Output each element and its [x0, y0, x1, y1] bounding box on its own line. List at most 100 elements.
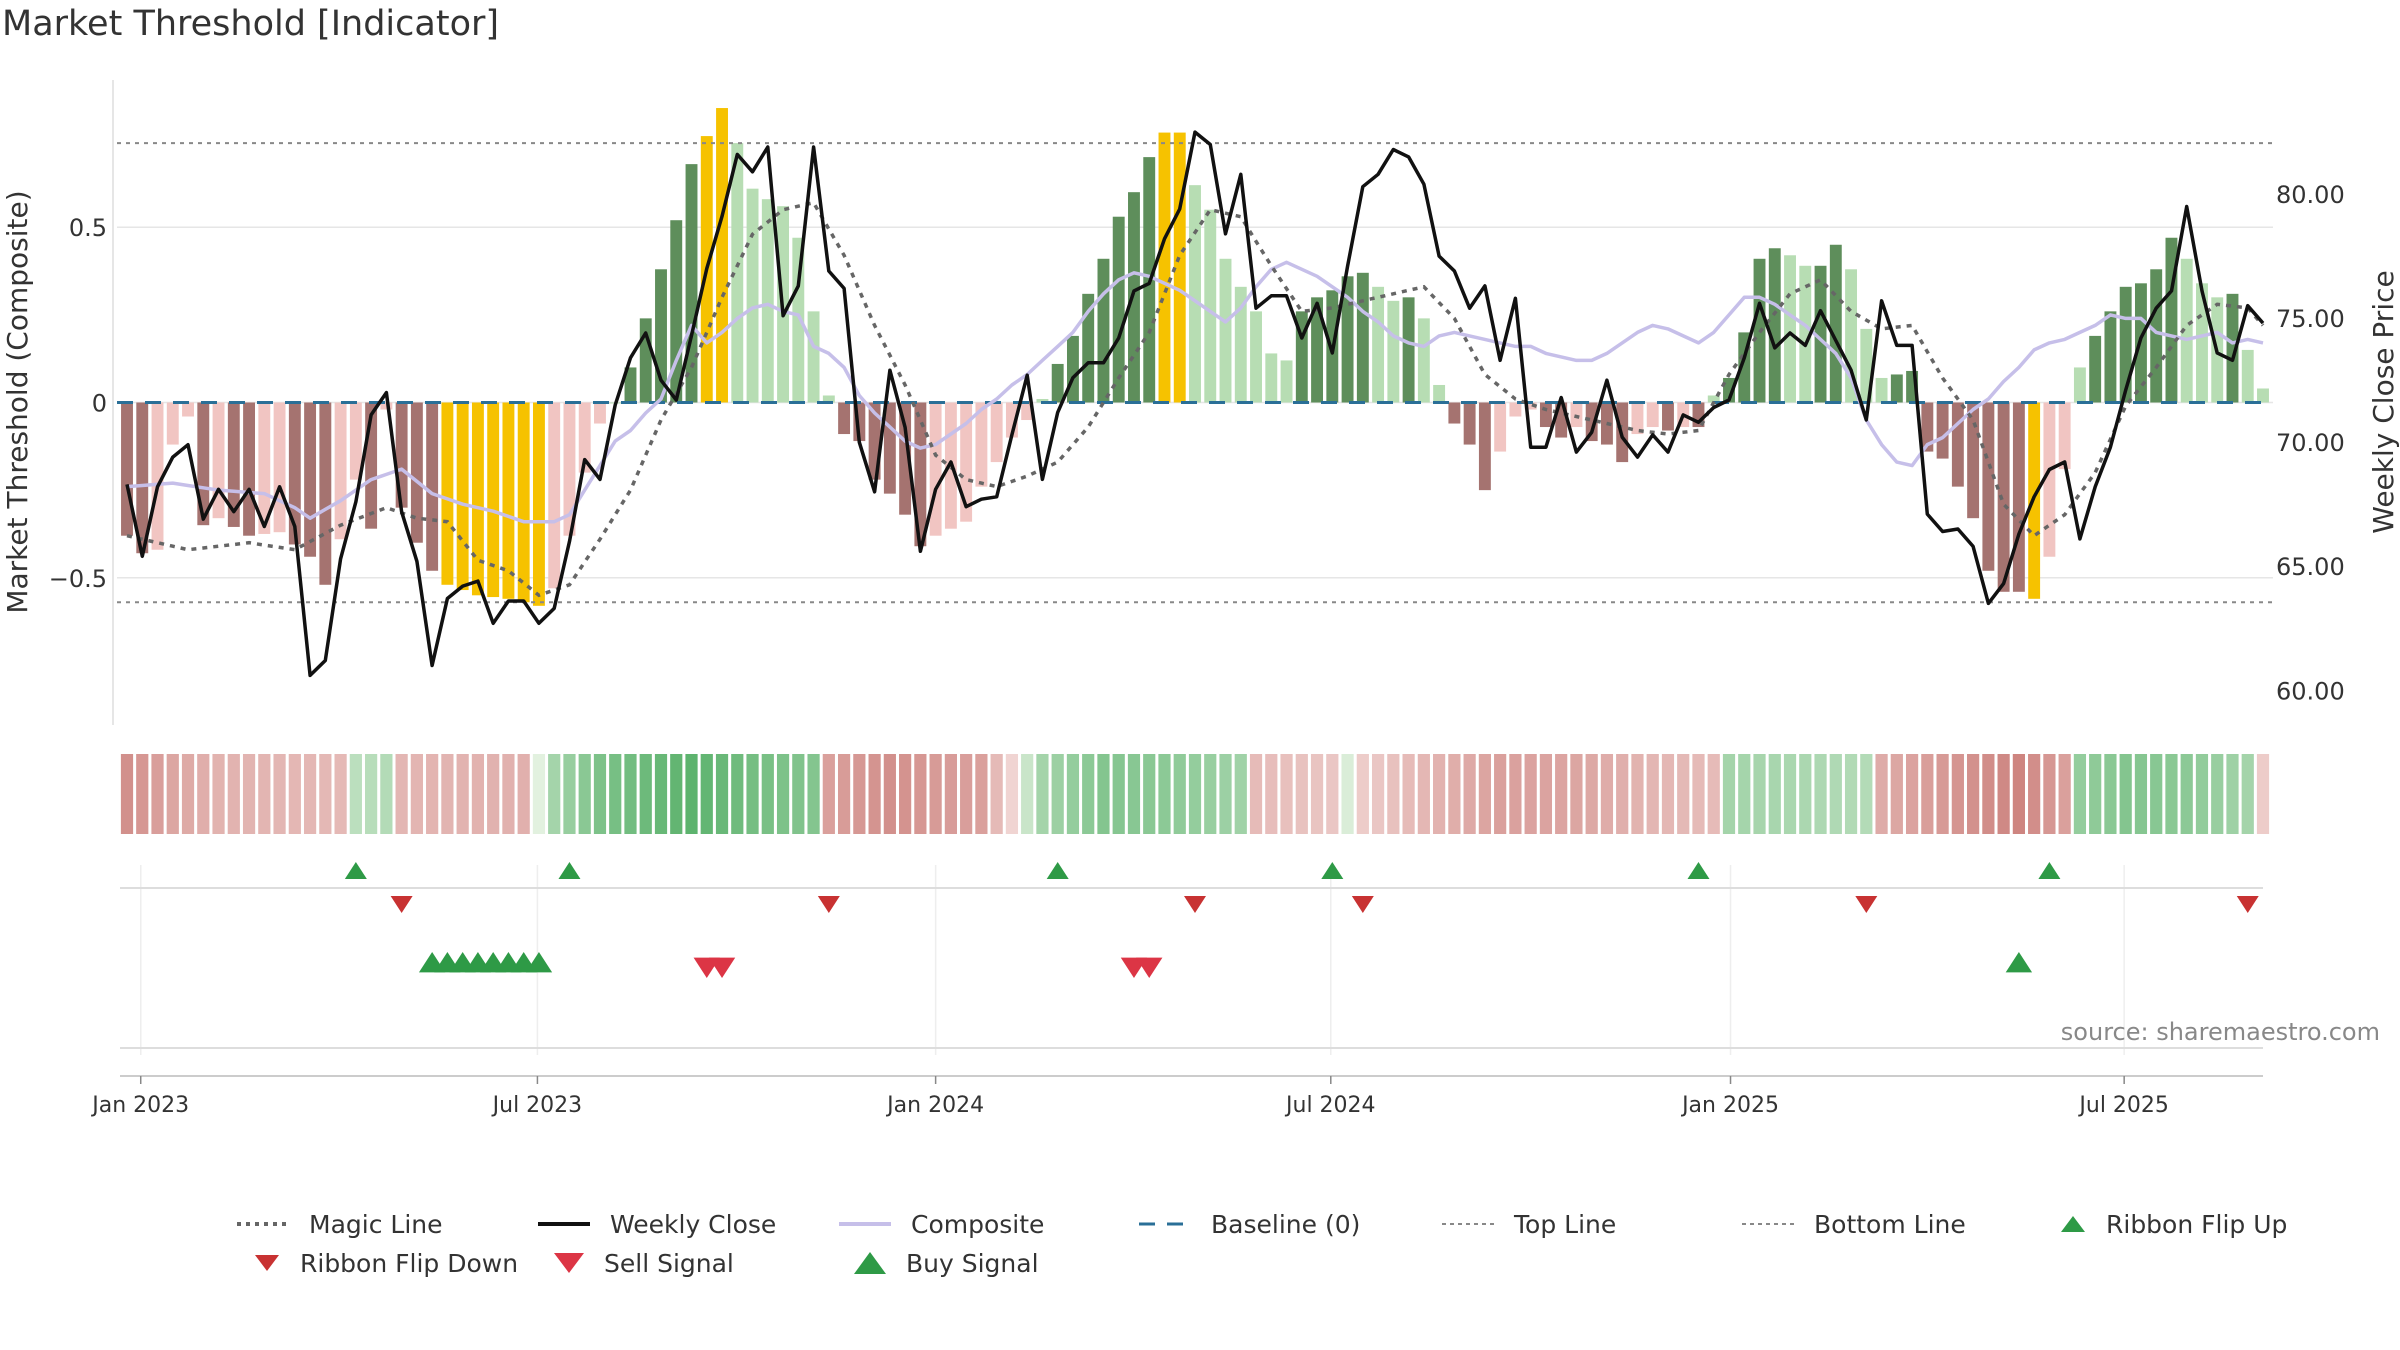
ribbon-flip-down-marker [817, 896, 840, 913]
ribbon-cell [441, 754, 454, 834]
ribbon-cell [2119, 754, 2132, 834]
ribbon-flip-down-marker [1351, 896, 1374, 913]
ribbon-cell [227, 754, 240, 834]
ribbon-cell [944, 754, 957, 834]
histogram-bar [334, 402, 347, 540]
ribbon-cell [2058, 754, 2071, 834]
ribbon-cell [1204, 754, 1217, 834]
buy-signal-marker [525, 952, 553, 973]
ribbon-cell [288, 754, 301, 834]
ribbon-cell [2226, 754, 2239, 834]
histogram-bar [182, 402, 194, 417]
histogram-bar [197, 402, 210, 526]
ribbon-flip-up-marker [1046, 862, 1069, 879]
sell-signal-marker [708, 957, 736, 978]
histogram-bar [1341, 276, 1354, 403]
histogram-bar [1372, 286, 1385, 403]
histogram-bar [1631, 402, 1644, 435]
histogram-bar [1524, 402, 1537, 410]
y-tick-label: −0.5 [49, 565, 107, 593]
histogram-bar [1768, 248, 1781, 403]
ribbon-cell [136, 754, 149, 834]
legend-label: Ribbon Flip Up [2106, 1209, 2288, 1239]
ribbon-cell [426, 754, 439, 834]
histogram-bar [1738, 332, 1751, 403]
ribbon-cell [2211, 754, 2224, 834]
histogram-bar [899, 402, 912, 515]
histogram-bar [426, 402, 439, 571]
ribbon-flip-up-marker [558, 862, 581, 879]
legend-label: Composite [911, 1209, 1045, 1239]
ribbon-cell [1082, 754, 1095, 834]
histogram-bar [349, 402, 362, 480]
ribbon-cell [1127, 754, 1141, 834]
histogram-bar [273, 402, 286, 533]
ribbon-cell [2256, 754, 2270, 834]
histogram-bar [2180, 258, 2193, 403]
histogram-bar [517, 402, 530, 603]
histogram-bar [1021, 402, 1034, 421]
x-tick-label: Jul 2023 [491, 1093, 583, 1118]
ribbon-cell [1631, 754, 1644, 834]
ribbon-flip-down-marker [390, 896, 413, 913]
ribbon-cell [502, 754, 515, 834]
histogram-bar [1875, 377, 1888, 403]
histogram-bar [456, 402, 469, 591]
ribbon-cell [822, 754, 835, 834]
ribbon-cell [1768, 754, 1781, 834]
histogram-bar [1265, 353, 1278, 403]
legend-label: Buy Signal [906, 1248, 1039, 1278]
ribbon-cell [715, 754, 729, 834]
ribbon-cell [1509, 754, 1522, 834]
ribbon-cell [273, 754, 286, 834]
ribbon-cell [1341, 754, 1354, 834]
histogram-bar [1906, 370, 1919, 403]
histogram-bar [1295, 311, 1308, 403]
ribbon-cell [1005, 754, 1019, 834]
histogram-bar [1921, 402, 1934, 452]
histogram-bar [136, 402, 149, 554]
histogram-bar [1128, 192, 1140, 403]
ribbon-cell [1021, 754, 1034, 834]
ribbon-cell [365, 754, 378, 834]
x-tick-label: Jan 2024 [885, 1093, 984, 1118]
ribbon-cell [151, 754, 164, 834]
histogram-bar [1585, 402, 1598, 442]
ribbon-cell [1951, 754, 1964, 834]
ribbon-cell [2150, 754, 2163, 834]
ribbon-cell [1051, 754, 1064, 834]
ribbon-flip-down-marker [1855, 896, 1878, 913]
ribbon-cell [1936, 754, 1949, 834]
ribbon-cell [181, 754, 195, 834]
histogram-bar [960, 402, 973, 522]
histogram-bar [1250, 311, 1262, 403]
histogram-bar [1448, 402, 1461, 424]
composite-line [126, 260, 2264, 524]
histogram-bar [151, 402, 164, 550]
triangle-up-icon [854, 1252, 886, 1274]
legend-weekly-close-swatch [538, 1222, 590, 1226]
ribbon-cell [1875, 754, 1888, 834]
ribbon-cell [1692, 754, 1705, 834]
histogram-bar [731, 143, 744, 403]
histogram-bar [1936, 402, 1949, 459]
ribbon-cell [1188, 754, 1202, 834]
ribbon-cell [1844, 754, 1858, 834]
ribbon-cell [166, 754, 179, 834]
histogram-bar [914, 402, 927, 547]
histogram-bar [532, 402, 545, 606]
ribbon-cell [532, 754, 546, 834]
histogram-bar [670, 220, 683, 403]
histogram-bar [1845, 269, 1858, 403]
ribbon-flip-down-marker [1184, 896, 1206, 913]
histogram-bar [1005, 402, 1018, 438]
ribbon-flip-up-marker [1321, 862, 1344, 879]
ribbon-cell [1799, 754, 1812, 834]
histogram-bar [1890, 374, 1903, 403]
ribbon-cell [1463, 754, 1476, 834]
source-credit: source: sharemaestro.com [2061, 1018, 2380, 1046]
histogram-bar [1799, 265, 1812, 403]
histogram-bar [1433, 384, 1446, 403]
y2-tick-label: 80.00 [2276, 181, 2345, 209]
histogram-bar [792, 237, 805, 403]
